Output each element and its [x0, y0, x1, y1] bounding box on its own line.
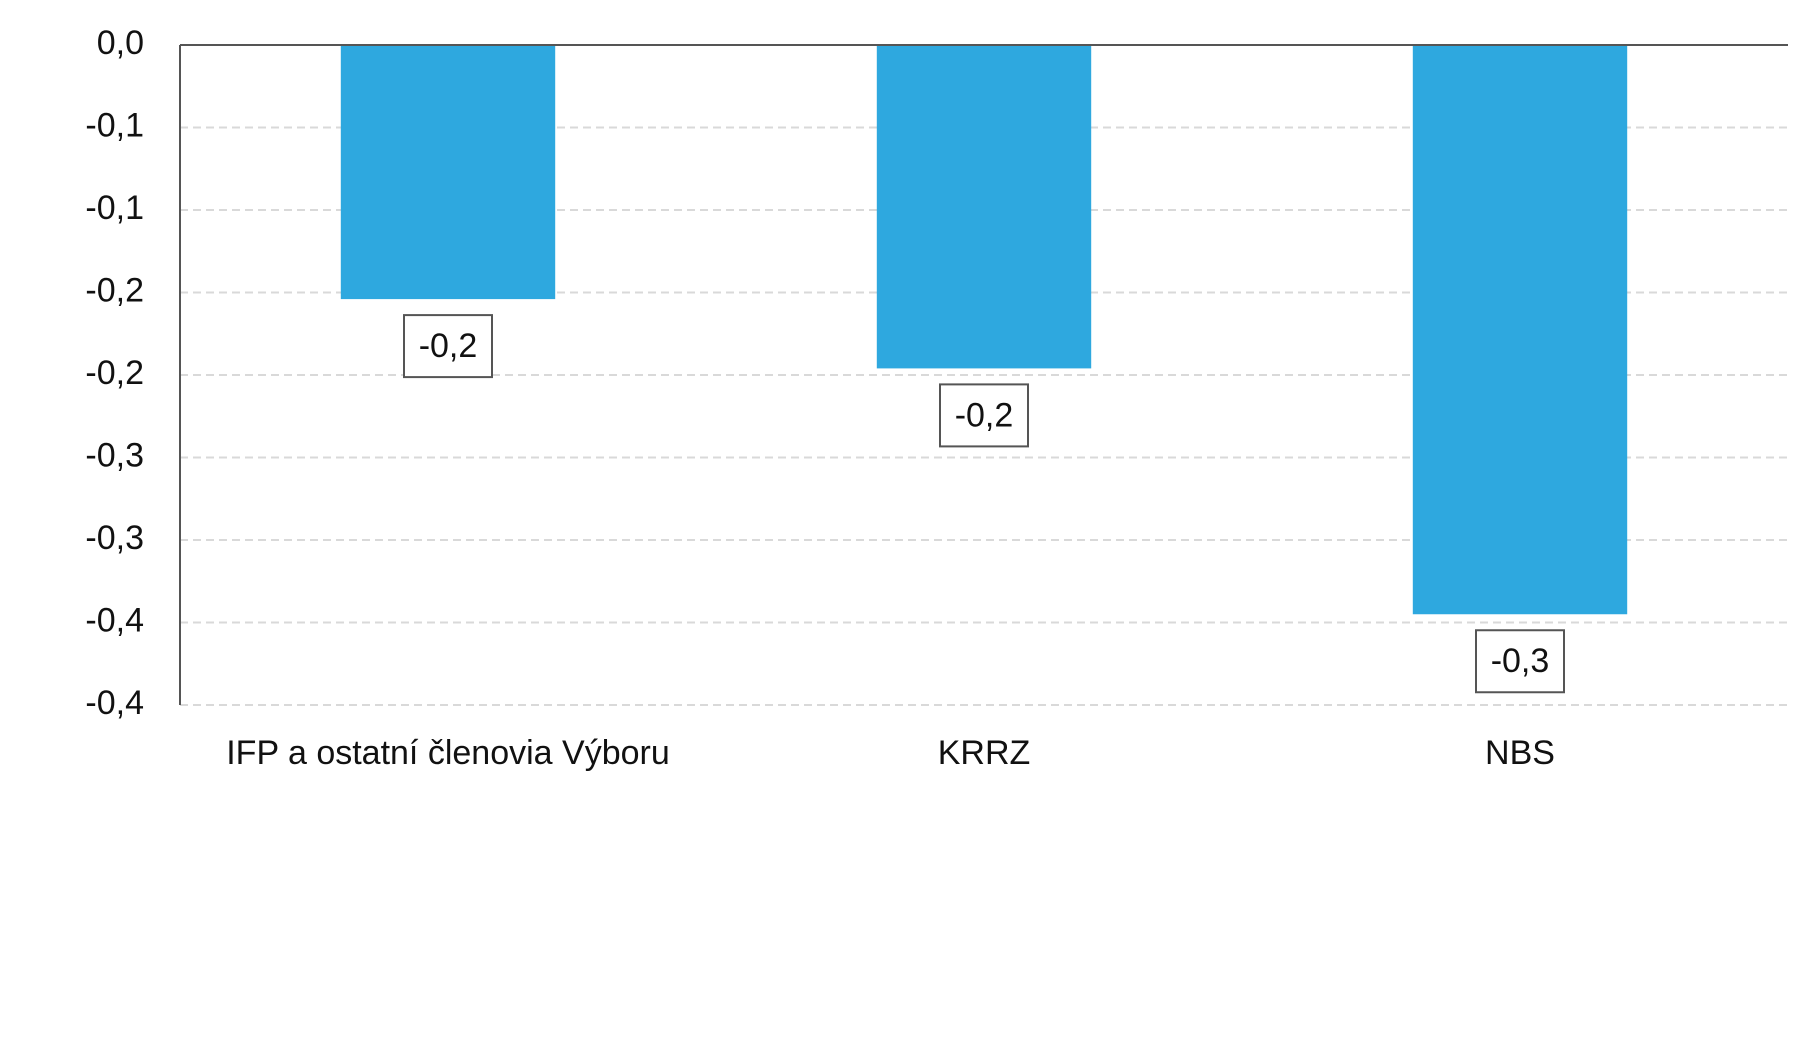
y-tick-label: -0,1 — [85, 189, 144, 227]
y-tick-label: -0,3 — [85, 519, 144, 557]
y-tick-label: -0,2 — [85, 271, 144, 309]
y-tick-label: -0,4 — [85, 684, 144, 722]
value-label-box — [1475, 629, 1565, 694]
bar — [876, 45, 1092, 369]
y-tick-label: 0,0 — [97, 24, 144, 62]
y-tick-label: -0,4 — [85, 601, 144, 639]
bar — [1412, 45, 1628, 615]
bar — [340, 45, 556, 300]
x-tick-label: KRRZ — [938, 734, 1031, 772]
x-tick-label: NBS — [1485, 734, 1555, 772]
value-label: -0,2 — [419, 327, 478, 365]
value-label-box — [939, 383, 1029, 448]
y-tick-label: -0,2 — [85, 354, 144, 392]
value-label: -0,3 — [1491, 642, 1550, 680]
y-tick-label: -0,1 — [85, 106, 144, 144]
value-label: -0,2 — [955, 396, 1014, 434]
x-tick-label: IFP a ostatní členovia Výboru — [226, 734, 670, 772]
y-tick-label: -0,3 — [85, 436, 144, 474]
value-label-box — [403, 314, 493, 379]
